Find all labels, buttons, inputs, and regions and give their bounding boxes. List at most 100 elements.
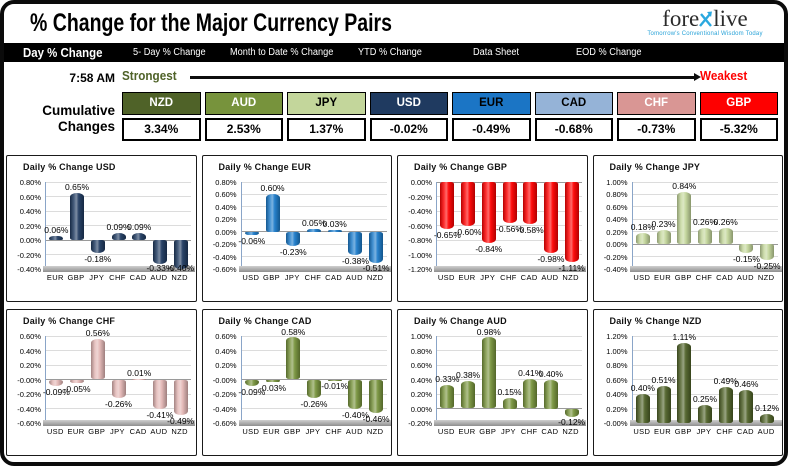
tab-5-day-change[interactable]: 5- Day % Change <box>133 47 206 58</box>
bar-value-label: 0.60% <box>260 183 285 194</box>
gridline <box>46 239 191 241</box>
y-tick-label: -0.60% <box>212 265 237 274</box>
x-tick-label: USD <box>437 273 455 282</box>
y-tick-label: -0.40% <box>17 265 41 274</box>
tab-day-change[interactable]: Day % Change <box>23 45 103 60</box>
x-tick-label: JPY <box>501 427 516 436</box>
y-tick-label: -0.20% <box>603 252 628 262</box>
gridline <box>46 254 191 255</box>
gridline <box>241 243 387 245</box>
y-tick-label: -0.20% <box>212 390 237 399</box>
y-tick-label: 0.40% <box>215 346 237 356</box>
x-tick-label: GBP <box>674 273 692 282</box>
y-tick-label: -0.40% <box>212 252 237 262</box>
x-tick-label: CAD <box>129 273 147 282</box>
currency-ranking-grid: NZD AUD JPY USD EUR CAD CHF GBP 3.34% 2.53% 1.37% -… <box>122 92 778 141</box>
bar-value-label: -0.46% <box>362 413 390 424</box>
forexlive-logo: fore live Tomorrow's Conventional Wisdom … <box>640 7 770 38</box>
bar-chf <box>523 378 538 409</box>
x-tick-label: CAD <box>716 273 734 282</box>
tab-eod-change[interactable]: EOD % Change <box>576 47 642 58</box>
y-tick-label: 0.60% <box>19 192 41 202</box>
bar-value-label: -0.05% <box>63 384 91 395</box>
chart-floor <box>629 266 782 272</box>
y-tick-label: 0.40% <box>410 375 432 385</box>
x-tick-label: USD <box>242 427 260 436</box>
bar-cad <box>132 378 147 381</box>
chart-title: Daily % Change JPY <box>609 162 701 172</box>
y-tick-label: -0.20% <box>408 192 432 202</box>
y-tick-label: 0.80% <box>410 346 432 356</box>
bar-eur <box>656 386 671 423</box>
bar-value-label: -0.40% <box>341 409 369 420</box>
gridline <box>241 218 387 220</box>
bar-gbp <box>286 337 301 380</box>
tab-month-to-date-change[interactable]: Month to Date % Change <box>230 47 334 58</box>
chart-daily-change-nzd: Daily % Change NZD 0.40% 0.51% 1.11% 0.25% 0.… <box>592 309 783 456</box>
gridline <box>241 206 387 208</box>
bar-value-label: -0.58% <box>516 225 544 236</box>
bar-chf <box>327 379 342 381</box>
chart-daily-change-aud: Daily % Change AUD 0.33% 0.38% 0.98% 0.15% 0.… <box>397 309 588 456</box>
bar-value-label: 0.33% <box>435 373 460 384</box>
chart-floor <box>238 266 391 272</box>
gridline <box>632 335 778 337</box>
x-tick-label: CHF <box>325 427 342 436</box>
bar-value-label: 0.09% <box>106 222 131 233</box>
bar-aud <box>348 231 363 256</box>
gridline <box>241 335 387 337</box>
x-tick-label: CHF <box>500 273 517 282</box>
x-tick-label: USD <box>633 273 651 282</box>
bar-value-label: 0.06% <box>44 224 69 235</box>
gridline <box>241 231 387 233</box>
gridline <box>46 350 191 351</box>
gridline <box>241 181 387 183</box>
currency-cumulative-usd: -0.02% <box>369 118 448 141</box>
gridline <box>46 181 191 183</box>
bar-value-label: -1.11% <box>558 263 585 273</box>
bar-eur <box>461 380 476 409</box>
bar-eur <box>461 182 476 226</box>
currency-box-eur: EUR <box>452 92 531 115</box>
bar-value-label: -0.51% <box>362 263 390 273</box>
x-tick-label: NZD <box>171 273 188 282</box>
y-tick-label: 0.80% <box>606 190 628 200</box>
chart-floor <box>43 266 195 272</box>
gridline <box>437 393 582 395</box>
y-tick-label: 0.40% <box>215 202 237 212</box>
y-tick-label: 0.00% <box>215 227 237 237</box>
strongest-label: Strongest <box>122 68 177 83</box>
x-tick-label: CAD <box>736 427 754 436</box>
currency-cumulative-jpy: 1.37% <box>287 118 366 141</box>
y-tick-label: 0.20% <box>19 221 41 231</box>
x-tick-label: USD <box>633 427 651 436</box>
bar-value-label: 0.05% <box>301 217 327 228</box>
currency-cumulative-chf: -0.73% <box>617 118 696 141</box>
chart-title: Daily % Change CHF <box>23 316 116 326</box>
x-tick-label: EUR <box>263 427 281 436</box>
tab-ytd-change[interactable]: YTD % Change <box>358 47 422 58</box>
bar-jpy <box>698 404 712 423</box>
gridline <box>632 218 778 220</box>
y-tick-label: -0.20% <box>408 419 432 428</box>
x-tick-label: CHF <box>716 427 733 436</box>
bar-value-label: -0.65% <box>433 230 461 241</box>
bar-value-label: 0.38% <box>456 369 481 380</box>
gridline <box>632 243 778 245</box>
y-tick-label: -0.20% <box>17 390 41 399</box>
bar-cad <box>327 229 342 232</box>
bar-gbp <box>265 194 280 232</box>
bar-value-label: 0.12% <box>755 403 780 414</box>
currency-box-cad: CAD <box>534 92 613 115</box>
tab-data-sheet[interactable]: Data Sheet <box>473 47 520 58</box>
bar-value-label: -0.41% <box>146 410 174 421</box>
bar-jpy <box>502 397 517 409</box>
bar-usd <box>635 394 650 423</box>
bar-nzd <box>564 182 579 263</box>
y-tick-label: -0.00% <box>212 375 237 385</box>
logo-x-arrow-icon <box>699 9 713 27</box>
x-tick-label: CHF <box>520 427 538 436</box>
y-tick-label: 0.40% <box>606 215 628 225</box>
y-tick-label: -1.20% <box>408 265 432 274</box>
x-tick-label: CAD <box>129 427 147 436</box>
